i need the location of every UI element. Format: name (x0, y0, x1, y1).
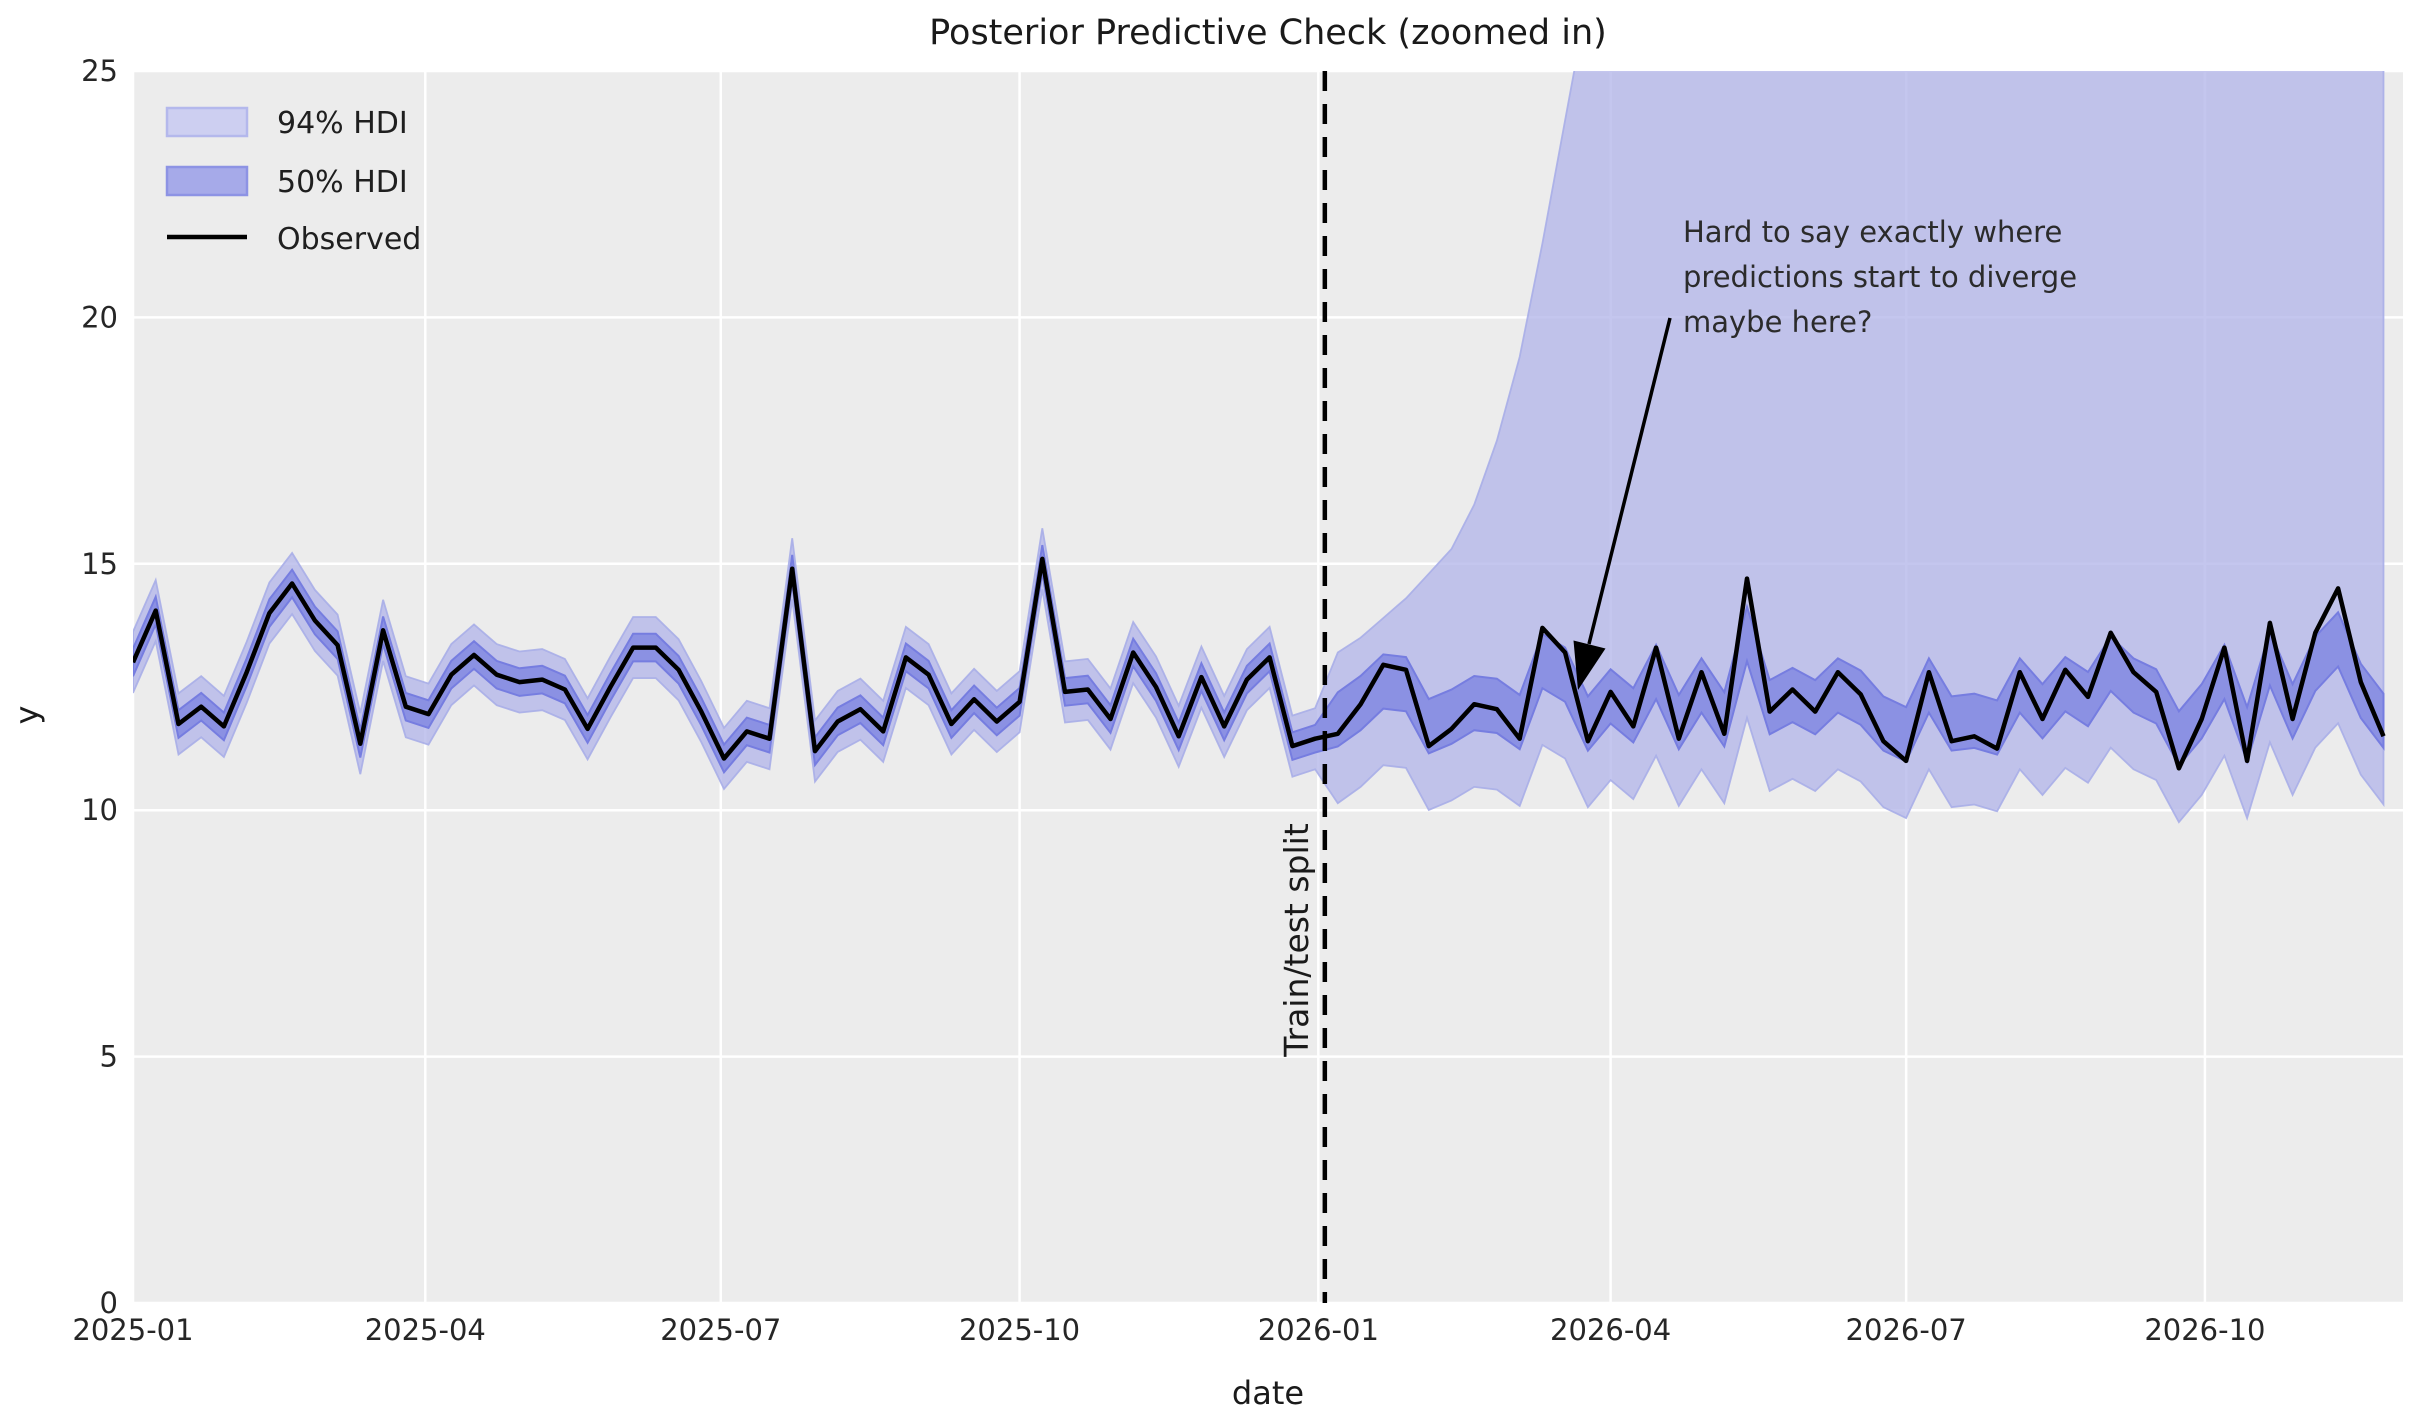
x-tick-label: 2025-04 (365, 1313, 486, 1347)
x-tick-label: 2025-10 (959, 1313, 1080, 1347)
x-tick-label: 2025-07 (660, 1313, 781, 1347)
legend-label-50-hdi: 50% HDI (277, 165, 408, 200)
x-tick-label: 2026-10 (2144, 1313, 2265, 1347)
annotation-arrow-head (1573, 640, 1606, 690)
y-tick-label: 5 (100, 1040, 118, 1074)
annotation-line-3: maybe here? (1683, 305, 1872, 339)
x-tick-label: 2026-07 (1846, 1313, 1967, 1347)
train-test-split-label: Train/test split (1277, 823, 1316, 1058)
legend-label-observed: Observed (277, 222, 421, 257)
y-tick-label: 15 (81, 547, 118, 581)
x-tick-label: 2025-01 (72, 1313, 193, 1347)
annotation-line-1: Hard to say exactly where (1683, 215, 2062, 249)
hdi50-band (133, 544, 2385, 775)
x-axis-label: date (1232, 1374, 1304, 1412)
observed-line (133, 556, 2386, 771)
y-tick-label: 20 (81, 300, 118, 334)
annotation: Hard to say exactly where predictions st… (1573, 215, 2077, 690)
y-tick-label: 10 (81, 793, 118, 827)
x-tick-labels: 2025-01 2025-04 2025-07 2025-10 2026-01 2026-… (72, 1313, 2265, 1347)
y-tick-labels: 0 5 10 15 20 25 (81, 54, 118, 1320)
annotation-arrow-shaft (1587, 317, 1672, 645)
annotation-line-2: predictions start to diverge (1683, 260, 2077, 294)
legend-label-94-hdi: 94% HDI (277, 106, 408, 141)
x-tick-label: 2026-01 (1258, 1313, 1379, 1347)
legend-swatch-94-hdi (165, 106, 249, 138)
chart-title: Posterior Predictive Check (zoomed in) (929, 13, 1607, 53)
hdi94-band (133, 71, 2385, 824)
legend-swatch-50-hdi (165, 165, 249, 197)
y-axis-label: y (8, 706, 46, 725)
y-tick-label: 25 (81, 54, 118, 88)
data-series (133, 71, 2386, 824)
y-tick-label: 0 (100, 1286, 118, 1320)
x-tick-label: 2026-04 (1550, 1313, 1671, 1347)
legend: 94% HDI 50% HDI Observed (165, 106, 421, 257)
